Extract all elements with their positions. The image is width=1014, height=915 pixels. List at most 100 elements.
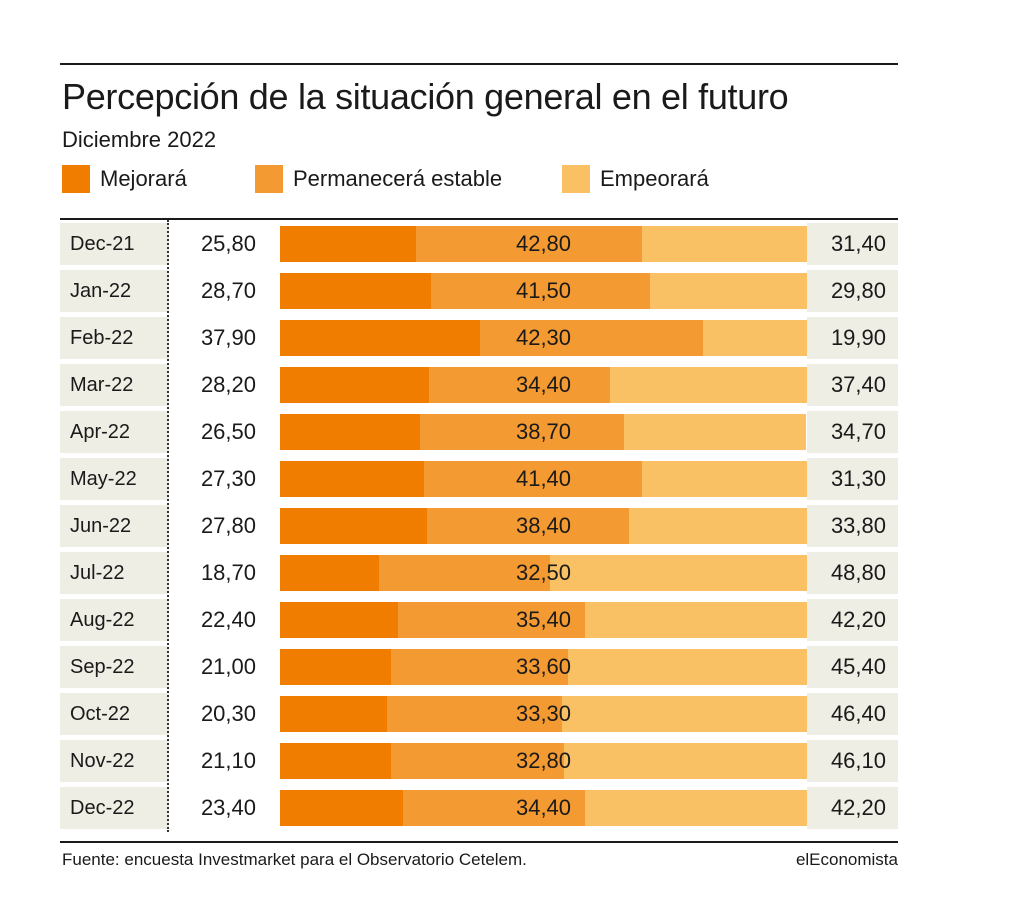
bar-segment-mar-22-s1 [428,367,610,403]
value-label-estable-oct-22: 33,30 [515,701,572,726]
value-label-mejorara-nov-22: 21,10 [200,748,256,773]
bar-segment-nov-22-s2 [564,743,807,779]
value-label-estable-dec-22: 34,40 [515,795,572,820]
bar-segment-may-22-s0 [280,461,424,497]
bar-segment-dec-22-s1 [403,790,585,826]
value-label-estable-mar-22: 34,40 [515,372,572,397]
value-label-mejorara-feb-22: 37,90 [200,325,256,350]
value-label-estable-nov-22: 32,80 [515,748,572,773]
value-label-mejorara-may-22: 27,30 [200,466,256,491]
bar-segment-dec-22-s0 [280,790,404,826]
legend-label-permanecera-estable: Permanecerá estable [293,166,503,191]
category-label-feb-22: Feb-22 [70,327,134,349]
value-label-mejorara-dec-21: 25,80 [200,231,256,256]
bar-segment-dec-22-s2 [584,790,807,826]
value-label-mejorara-jun-22: 27,80 [200,513,256,538]
value-label-mejorara-oct-22: 20,30 [200,701,256,726]
bar-segment-oct-22-s2 [562,696,807,732]
bar-segment-sep-22-s1 [390,649,568,685]
bar-segment-sep-22-s2 [567,649,807,685]
bar-segment-feb-22-s2 [702,320,807,356]
value-label-empeorara-jun-22: 33,80 [830,513,886,538]
bar-segment-feb-22-s0 [280,320,480,356]
value-label-estable-sep-22: 33,60 [515,654,572,679]
value-label-empeorara-apr-22: 34,70 [830,419,886,444]
value-label-mejorara-aug-22: 22,40 [200,607,256,632]
legend-item-empeorara: Empeorará [562,162,709,196]
value-label-estable-feb-22: 42,30 [515,325,572,350]
category-label-jan-22: Jan-22 [70,280,132,302]
value-label-mejorara-apr-22: 26,50 [200,419,256,444]
bar-segment-aug-22-s2 [584,602,807,638]
value-label-empeorara-mar-22: 37,40 [830,372,886,397]
bar-segment-apr-22-s2 [623,414,807,450]
value-label-estable-apr-22: 38,70 [515,419,572,444]
value-label-estable-aug-22: 35,40 [515,607,572,632]
bar-segment-apr-22-s0 [280,414,420,450]
chart-subtitle: Diciembre 2022 [62,127,217,152]
dotted-divider [167,220,169,832]
category-label-aug-22: Aug-22 [70,609,135,631]
bar-segment-oct-22-s1 [386,696,563,732]
bar-segment-sep-22-s0 [280,649,391,685]
legend-item-mejorara: Mejorará [62,162,187,196]
value-label-mejorara-jan-22: 28,70 [200,278,256,303]
bar-segment-may-22-s2 [642,461,807,497]
table-bottom-rule [60,841,898,843]
brand-logo: elEconomista [795,850,898,869]
value-label-estable-jul-22: 32,50 [515,560,572,585]
bar-segment-aug-22-s1 [398,602,585,638]
bar-segment-jun-22-s2 [628,508,807,544]
category-label-sep-22: Sep-22 [70,656,135,678]
legend-label-empeorara: Empeorará [600,166,709,191]
bar-segment-jul-22-s0 [280,555,379,591]
value-label-mejorara-jul-22: 18,70 [200,560,256,585]
legend-item-permanecera-estable: Permanecerá estable [255,162,502,196]
category-label-may-22: May-22 [70,468,137,490]
legend-swatch-permanecera-estable [255,165,283,193]
table-top-rule [60,218,898,220]
bar-segment-jun-22-s0 [280,508,427,544]
category-label-oct-22: Oct-22 [70,703,131,725]
bar-segment-nov-22-s1 [391,743,565,779]
source-note: Fuente: encuesta Investmarket para el Ob… [62,850,527,869]
legend-label-mejorara: Mejorará [100,166,187,191]
bar-segment-may-22-s1 [423,461,643,497]
category-label-jul-22: Jul-22 [70,562,125,584]
bar-segment-jun-22-s1 [426,508,629,544]
value-label-empeorara-oct-22: 46,40 [830,701,886,726]
bar-segment-oct-22-s0 [280,696,387,732]
bar-segment-dec-21-s0 [280,226,416,262]
legend: Mejorará Permanecerá estable Empeorará [62,162,900,196]
category-label-apr-22: Apr-22 [70,421,131,443]
legend-swatch-mejorara [62,165,90,193]
bar-segment-dec-21-s1 [415,226,642,262]
value-label-empeorara-dec-21: 31,40 [830,231,886,256]
top-rule [60,63,898,65]
bar-segment-mar-22-s0 [280,367,429,403]
value-label-estable-jun-22: 38,40 [515,513,572,538]
bar-segment-jul-22-s1 [378,555,550,591]
bar-segment-jan-22-s2 [649,273,807,309]
value-label-empeorara-sep-22: 45,40 [830,654,886,679]
bar-segment-mar-22-s2 [609,367,807,403]
category-label-mar-22: Mar-22 [70,374,134,396]
bar-segment-jul-22-s2 [549,555,807,591]
category-label-jun-22: Jun-22 [70,515,132,537]
category-label-nov-22: Nov-22 [70,750,135,772]
value-label-mejorara-sep-22: 21,00 [200,654,256,679]
bar-segment-apr-22-s1 [419,414,624,450]
bar-segment-jan-22-s0 [280,273,432,309]
value-label-estable-dec-21: 42,80 [515,231,572,256]
value-label-empeorara-nov-22: 46,10 [830,748,886,773]
value-label-empeorara-aug-22: 42,20 [830,607,886,632]
bar-segment-aug-22-s0 [280,602,399,638]
bar-segment-dec-21-s2 [641,226,807,262]
legend-swatch-empeorara [562,165,590,193]
value-label-empeorara-feb-22: 19,90 [830,325,886,350]
category-label-dec-22: Dec-22 [70,797,135,819]
value-label-empeorara-may-22: 31,30 [830,466,886,491]
bar-segment-nov-22-s0 [280,743,392,779]
value-label-estable-may-22: 41,40 [515,466,572,491]
value-label-empeorara-jan-22: 29,80 [830,278,886,303]
